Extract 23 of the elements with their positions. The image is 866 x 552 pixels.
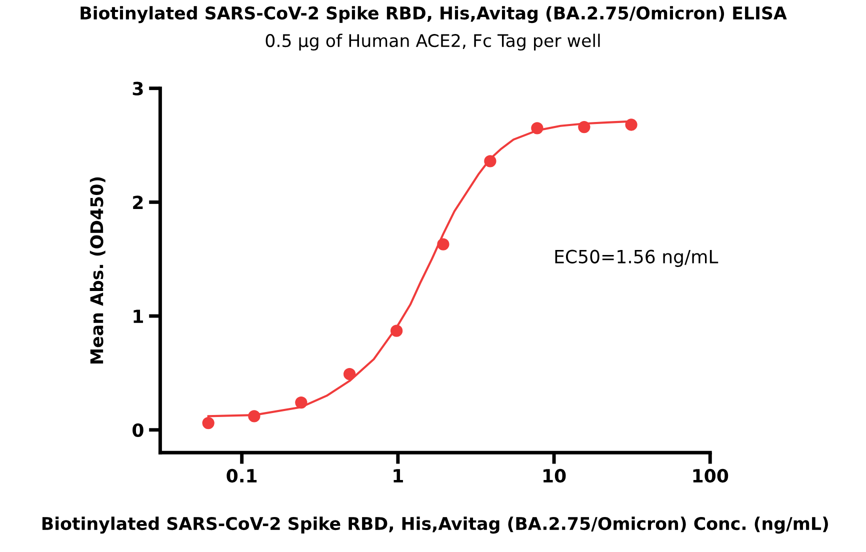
x-tick-label: 10	[543, 468, 566, 483]
point	[202, 416, 214, 430]
y-tick-label: 2	[133, 196, 143, 210]
x-tick-label: 100	[693, 468, 728, 483]
y-tick-label: 3	[132, 82, 143, 96]
annotation: EC50=1.56 ng/mL	[555, 250, 718, 267]
y-tick-label: 0	[132, 423, 144, 437]
point	[437, 238, 450, 250]
y-tick-label: 1	[134, 310, 143, 323]
chart-title: Biotinylated SARS-CoV-2 Spike RBD, His,Avitag (BA.2.75/Omicron) ELISA	[80, 6, 787, 24]
point	[625, 118, 638, 131]
point	[390, 324, 403, 337]
point	[343, 368, 356, 380]
point	[531, 122, 544, 134]
point	[484, 155, 496, 168]
point	[248, 410, 260, 422]
x-axis-title: Biotinylated SARS-CoV-2 Spike RBD, His,Avitag (BA.2.75/Omicron) Conc. (ng/mL)	[42, 516, 828, 534]
x-tick-label: 0.1	[226, 468, 257, 483]
point	[578, 120, 590, 134]
x-tick-label: 1	[394, 469, 403, 482]
point	[295, 396, 308, 409]
chart-subtitle: 0.5 μg of Human ACE2, Fc Tag per well	[266, 34, 600, 51]
y-axis-title: Mean Abs. (OD450)	[90, 177, 106, 364]
